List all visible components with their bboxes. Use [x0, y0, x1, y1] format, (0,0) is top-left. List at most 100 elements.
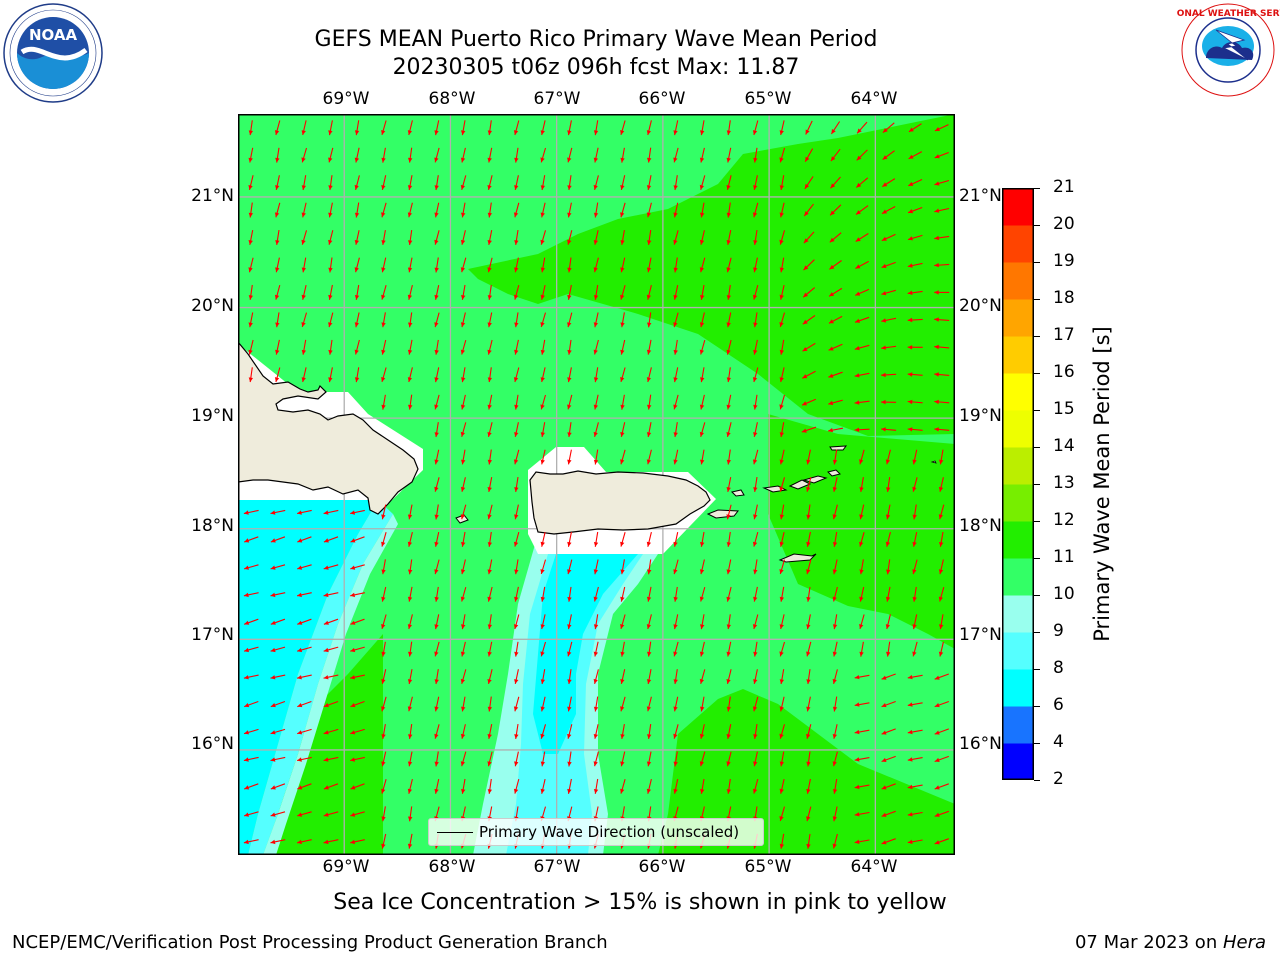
wave-direction-arrowhead [350, 510, 355, 515]
wave-direction-arrowhead [779, 432, 784, 437]
wave-direction-arrowhead [354, 212, 360, 218]
wave-direction-arrowhead [779, 843, 784, 849]
wave-direction-arrowhead [593, 184, 598, 190]
wave-direction-arrowhead [323, 592, 329, 598]
wave-direction-arrowhead [859, 459, 864, 465]
wave-direction-arrowhead [593, 377, 599, 383]
wave-direction-arrowhead [593, 734, 598, 739]
wave-direction-arrowhead [434, 679, 439, 684]
wave-direction-arrowhead [726, 157, 731, 163]
wave-direction-arrowhead [593, 569, 598, 575]
wave-direction-arrowhead [434, 404, 439, 410]
wave-direction-arrowhead [886, 487, 891, 492]
wave-direction-arrowhead [460, 733, 466, 739]
colorbar-segment [1002, 484, 1034, 522]
colorbar-segment [1002, 632, 1034, 670]
wave-direction-arrowhead [832, 706, 838, 712]
wave-direction-arrowhead [434, 349, 439, 355]
wave-direction-arrowhead [408, 816, 413, 822]
colorbar-tick-mark [1034, 335, 1040, 337]
wave-direction-arrowhead [328, 294, 333, 300]
wave-direction-arrowhead [274, 294, 280, 300]
wave-direction-arrowhead [301, 239, 306, 245]
wave-direction-arrowhead [779, 349, 784, 355]
nws-ring-text: NATIONAL WEATHER SERVICE [1176, 9, 1280, 19]
wave-direction-arrowhead [514, 487, 519, 492]
wave-direction-arrowhead [806, 651, 811, 657]
wave-direction-arrowhead [328, 267, 333, 273]
wave-direction-arrowhead [934, 154, 940, 159]
wave-direction-arrowhead [646, 377, 651, 382]
wave-direction-arrowhead [673, 596, 678, 602]
wave-direction-arrowhead [408, 322, 413, 328]
wave-direction-arrowhead [593, 157, 598, 163]
wave-direction-arrowhead [350, 757, 355, 762]
wave-direction-arrowhead [487, 185, 492, 190]
wave-direction-arrowhead [567, 761, 572, 767]
wave-direction-arrowhead [567, 404, 572, 410]
wave-direction-arrowhead [832, 816, 837, 822]
wave-direction-arrowhead [856, 182, 862, 188]
wave-direction-arrowhead [460, 404, 466, 410]
wave-direction-arrowhead [806, 459, 811, 465]
wave-direction-arrowhead [779, 651, 784, 657]
wave-direction-arrowhead [726, 789, 731, 794]
wave-direction-arrowhead [540, 733, 545, 739]
wave-direction-arrowhead [673, 322, 678, 328]
wave-direction-arrowhead [407, 541, 412, 547]
wave-direction-arrowhead [434, 486, 439, 492]
wave-direction-arrowhead [673, 404, 678, 410]
wave-direction-arrowhead [408, 569, 413, 575]
wave-direction-arrowhead [297, 592, 302, 598]
wave-direction-arrowhead [700, 377, 705, 383]
wave-direction-arrowhead [828, 428, 833, 433]
wave-direction-arrowhead [593, 240, 598, 245]
wave-direction-arrowhead [854, 346, 860, 351]
wave-direction-arrowhead [829, 237, 835, 243]
wave-direction-arrowhead [540, 239, 545, 245]
wave-direction-arrowhead [673, 624, 678, 630]
wave-direction-arrowhead [513, 212, 519, 218]
wave-direction-arrowhead [886, 651, 891, 657]
wave-direction-arrowhead [699, 569, 705, 575]
wave-direction-arrowhead [620, 679, 625, 684]
wave-direction-arrowhead [460, 596, 465, 602]
wave-direction-arrowhead [354, 157, 359, 163]
wave-direction-arrowhead [752, 541, 758, 547]
wave-direction-arrowhead [934, 317, 939, 322]
wave-direction-arrowhead [779, 761, 784, 767]
map-legend: Primary Wave Direction (unscaled) [428, 818, 764, 846]
footer-machine: Hera [1222, 932, 1266, 953]
wave-direction-arrowhead [461, 377, 466, 383]
wave-direction-arrowhead [434, 541, 439, 547]
lon-label-bottom-67w: 67°W [533, 857, 581, 877]
wave-direction-arrowhead [912, 569, 917, 575]
wave-direction-arrowhead [646, 185, 652, 190]
wave-direction-arrowhead [461, 212, 466, 218]
wave-direction-arrowhead [726, 295, 731, 300]
wave-direction-arrowhead [881, 675, 887, 680]
wave-direction-arrowhead [907, 812, 913, 817]
wave-direction-arrowhead [806, 679, 811, 684]
wave-direction-arrowhead [248, 185, 253, 190]
colorbar-segment [1002, 225, 1034, 263]
lat-label-right-21n: 21°N [959, 186, 1002, 206]
wave-direction-arrowhead [854, 812, 860, 817]
wave-direction-arrowhead [513, 459, 519, 465]
wave-direction-arrowhead [270, 785, 276, 790]
footer-right: 07 Mar 2023 on Hera [1075, 932, 1266, 953]
wave-direction-arrowhead [275, 240, 280, 245]
wave-direction-arrowhead [381, 651, 386, 657]
chart-subtitle: 20230305 t06z 096h fcst Max: 11.87 [392, 55, 800, 80]
wave-direction-arrowhead [673, 239, 678, 245]
wave-direction-arrowhead [567, 596, 572, 602]
wave-direction-arrowhead [275, 185, 280, 190]
wave-direction-arrowhead [408, 404, 413, 410]
footer-date: 07 Mar 2023 on [1074, 932, 1223, 953]
wave-direction-arrowhead [487, 377, 492, 383]
wave-direction-arrowhead [381, 267, 386, 273]
wave-direction-arrowhead [244, 620, 250, 625]
wave-direction-arrowhead [832, 487, 837, 492]
wave-direction-arrowhead [323, 785, 329, 790]
wave-direction-arrowhead [886, 569, 891, 575]
